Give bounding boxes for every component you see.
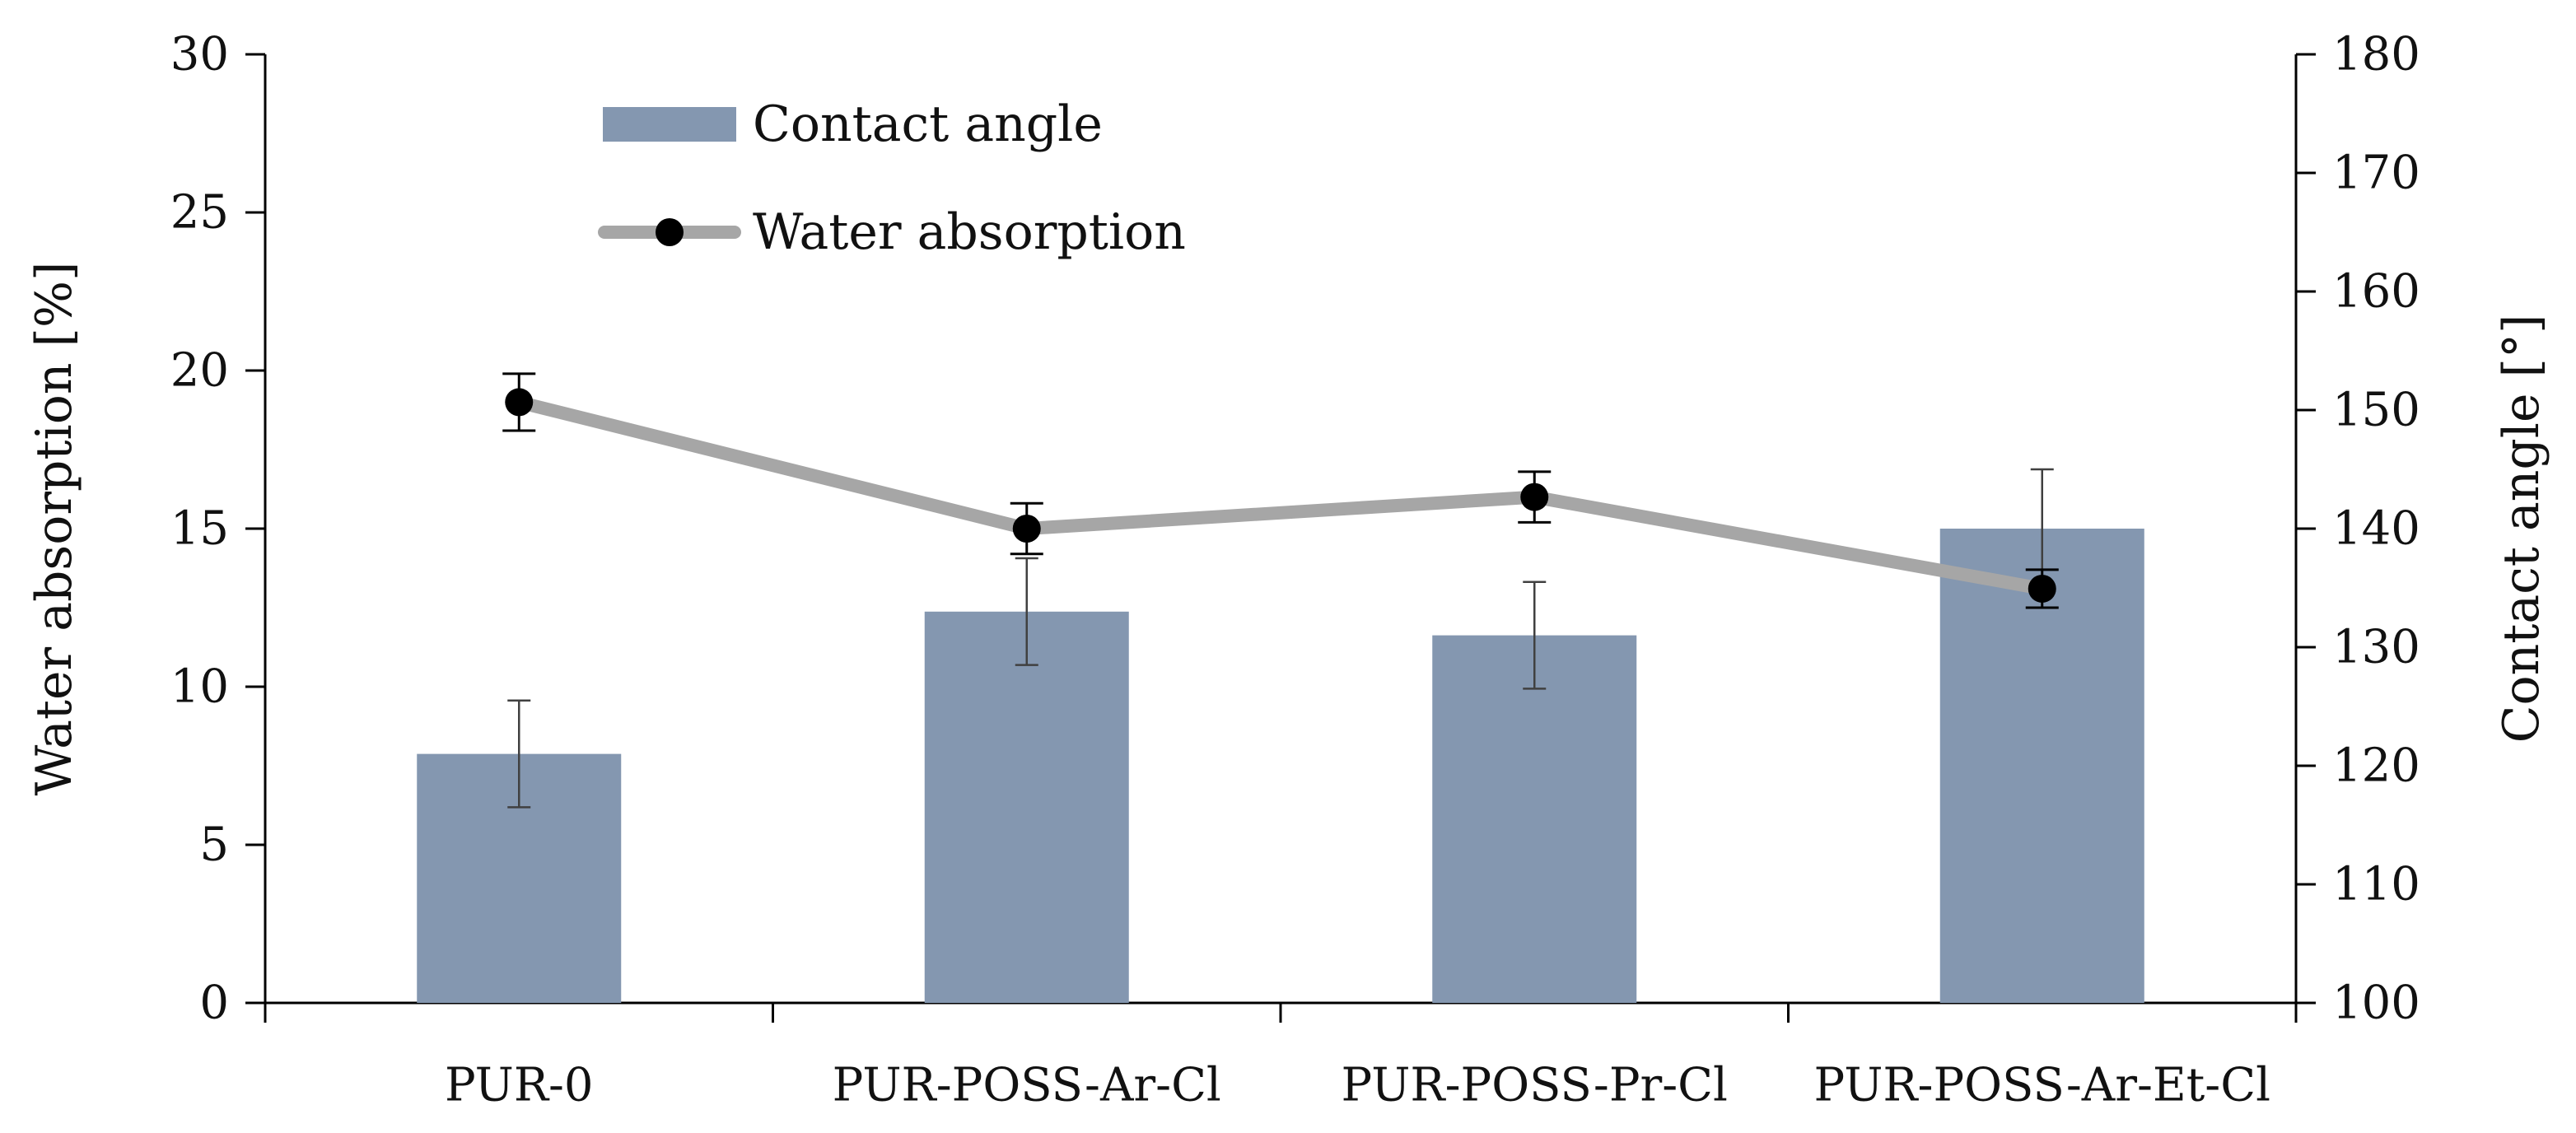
left-tick-label: 0 (199, 977, 229, 1030)
bar-3 (1432, 635, 1637, 1003)
right-tick-label: 150 (2332, 384, 2420, 437)
left-tick-label: 20 (170, 344, 229, 398)
legend-marker-water-absorption (656, 218, 684, 246)
legend: Contact angle Water absorption (598, 96, 1186, 261)
line-series (502, 372, 2059, 609)
right-tick-label: 170 (2332, 147, 2420, 200)
bar-2 (924, 611, 1129, 1003)
left-tick-label: 10 (170, 660, 229, 714)
right-tick-label: 120 (2332, 739, 2420, 793)
x-tick-label: PUR-POSS-Ar-Cl (833, 1059, 1221, 1112)
bar-series (417, 468, 2144, 1003)
x-tick-label: PUR-0 (445, 1059, 594, 1112)
water-absorption-point-2 (1012, 515, 1041, 543)
left-tick-label: 5 (199, 818, 229, 872)
right-tick-label: 100 (2332, 977, 2420, 1030)
left-tick-label: 30 (170, 28, 229, 82)
right-tick-label: 140 (2332, 502, 2420, 556)
left-tick-label: 15 (170, 502, 229, 556)
x-tick-label: PUR-POSS-Ar-Et-Cl (1814, 1059, 2270, 1112)
legend-label-contact-angle: Contact angle (753, 96, 1103, 153)
left-tick-label: 25 (170, 186, 229, 240)
right-tick-label: 130 (2332, 621, 2420, 674)
water-absorption-point-4 (2028, 574, 2056, 603)
x-tick-label: PUR-POSS-Pr-Cl (1342, 1059, 1728, 1112)
right-tick-label: 180 (2332, 28, 2420, 82)
right-tick-label: 110 (2332, 858, 2420, 912)
right-axis-title: Contact angle [°] (2493, 315, 2550, 744)
water-absorption-point-3 (1520, 483, 1549, 511)
right-tick-label: 160 (2332, 265, 2420, 319)
left-axis-title: Water absorption [%] (26, 262, 83, 796)
water-absorption-point-1 (505, 388, 534, 417)
legend-label-water-absorption: Water absorption (753, 203, 1186, 261)
axes: 0 5 10 15 20 25 30 100 110 120 130 140 150 160 170 180 P… (26, 28, 2550, 1112)
water-absorption-line (512, 395, 2049, 595)
legend-swatch-contact-angle (603, 107, 736, 142)
